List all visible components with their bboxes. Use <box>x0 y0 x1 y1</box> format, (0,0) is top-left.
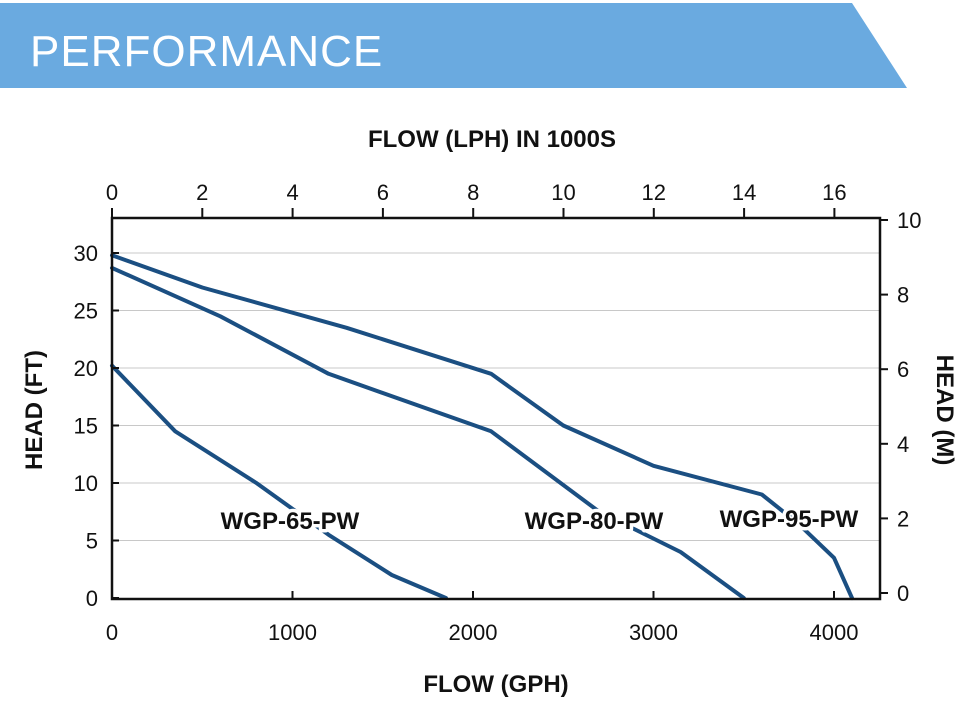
x-tick-label: 4000 <box>810 620 859 645</box>
y-tick-label: 30 <box>74 241 98 266</box>
top-tick-label: 8 <box>467 180 479 205</box>
y-tick-label: 20 <box>74 356 98 381</box>
bottom-axis-ticks: 0 1000 2000 3000 4000 <box>106 591 859 645</box>
performance-banner: PERFORMANCE <box>0 3 907 88</box>
y-tick-label: 15 <box>74 414 98 439</box>
series-label-halo: WGP-65-PW <box>221 508 360 535</box>
right-tick-label: 2 <box>897 506 909 531</box>
x-tick-label: 3000 <box>629 620 678 645</box>
top-tick-label: 4 <box>286 180 298 205</box>
left-axis-ticks: 0 5 10 15 20 25 30 <box>74 241 119 611</box>
right-tick-label: 0 <box>897 581 909 606</box>
series-lines <box>110 253 854 600</box>
gridlines <box>112 252 880 541</box>
top-tick-label: 16 <box>822 180 846 205</box>
top-tick-label: 2 <box>196 180 208 205</box>
right-tick-label: 10 <box>897 208 921 233</box>
y-tick-label: 0 <box>86 586 98 611</box>
series-label-halo: WGP-80-PW <box>525 508 664 535</box>
banner-title: PERFORMANCE <box>30 27 383 76</box>
bottom-axis-title: FLOW (GPH) <box>423 671 568 698</box>
y-tick-label: 10 <box>74 471 98 496</box>
right-axis-title: HEAD (M) <box>931 355 958 466</box>
top-tick-label: 6 <box>377 180 389 205</box>
right-tick-label: 6 <box>897 357 909 382</box>
y-tick-label: 5 <box>86 529 98 554</box>
right-tick-label: 4 <box>897 432 909 457</box>
x-tick-label: 2000 <box>449 620 498 645</box>
top-axis-title: FLOW (LPH) IN 1000S <box>368 126 616 153</box>
x-tick-label: 1000 <box>268 620 317 645</box>
series-line <box>110 253 854 600</box>
series-label: WGP-95-PW <box>720 506 859 533</box>
banner-background <box>0 3 907 88</box>
top-tick-label: 12 <box>642 180 666 205</box>
y-tick-label: 25 <box>74 299 98 324</box>
top-tick-label: 10 <box>551 180 575 205</box>
x-tick-label: 0 <box>106 620 118 645</box>
series-line <box>110 265 746 600</box>
top-tick-label: 0 <box>106 180 118 205</box>
series-line <box>110 363 448 600</box>
series-label: WGP-65-PW <box>221 508 360 535</box>
plot-frame <box>110 216 882 601</box>
left-axis-title: HEAD (FT) <box>21 350 48 470</box>
top-axis-ticks: 0 2 4 6 8 10 12 14 16 <box>106 180 847 218</box>
top-tick-label: 14 <box>732 180 756 205</box>
right-axis-ticks: 0 2 4 6 8 10 <box>880 208 921 606</box>
series-label: WGP-80-PW <box>525 508 664 535</box>
series-label-halo: WGP-95-PW <box>720 506 859 533</box>
right-tick-label: 8 <box>897 283 909 308</box>
